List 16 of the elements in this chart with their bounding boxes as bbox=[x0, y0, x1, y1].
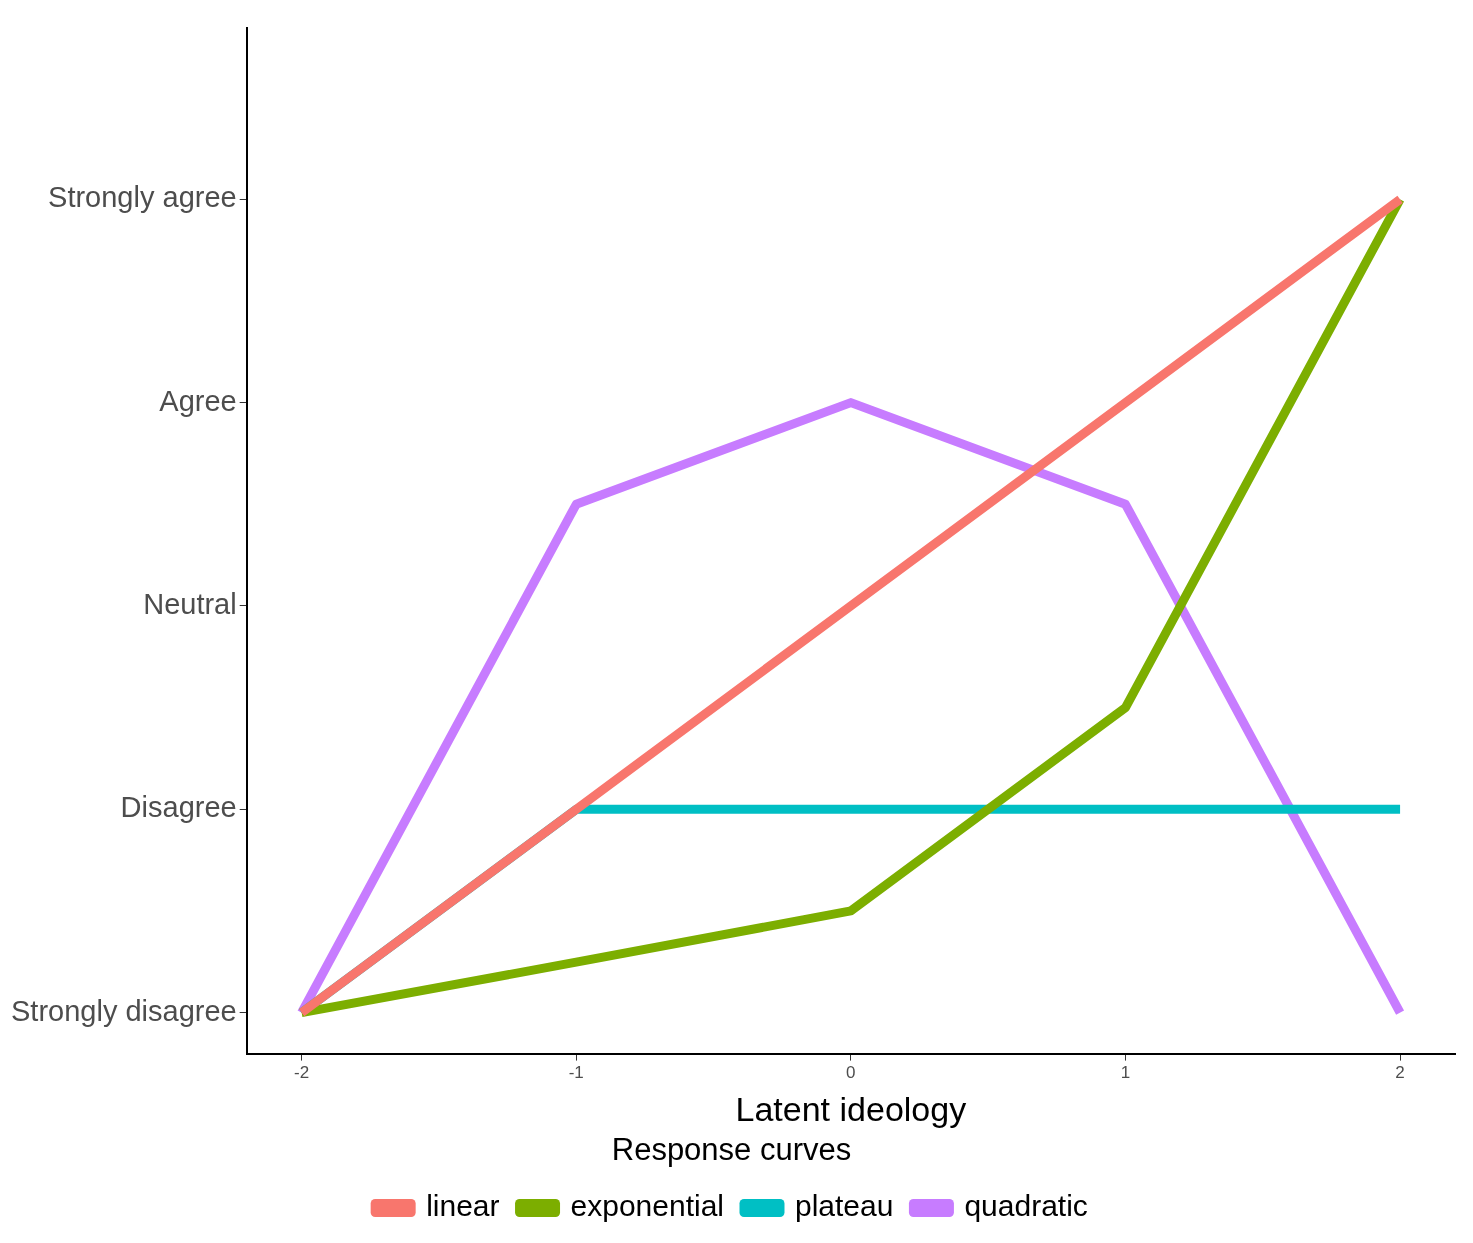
category-label: Strongly agree bbox=[48, 181, 237, 214]
category-label: Neutral bbox=[143, 587, 237, 620]
x-tick-label: 1 bbox=[1120, 1063, 1131, 1083]
x-tick-label: 2 bbox=[1395, 1063, 1405, 1083]
category-label: Disagree bbox=[120, 791, 237, 824]
legend-label: linear bbox=[426, 1189, 500, 1223]
x-tick-label: -1 bbox=[568, 1063, 584, 1083]
legend-label: plateau bbox=[795, 1189, 894, 1223]
x-tick-label: -2 bbox=[294, 1063, 310, 1083]
category-label: Strongly disagree bbox=[11, 994, 237, 1027]
category-label: Agree bbox=[159, 384, 237, 417]
x-tick-label: 0 bbox=[846, 1063, 856, 1083]
legend-label: quadratic bbox=[964, 1189, 1088, 1223]
legend-title: Response curves bbox=[611, 1131, 852, 1167]
legend-label: exponential bbox=[570, 1189, 725, 1223]
x-axis-title: Latent ideology bbox=[735, 1089, 967, 1128]
